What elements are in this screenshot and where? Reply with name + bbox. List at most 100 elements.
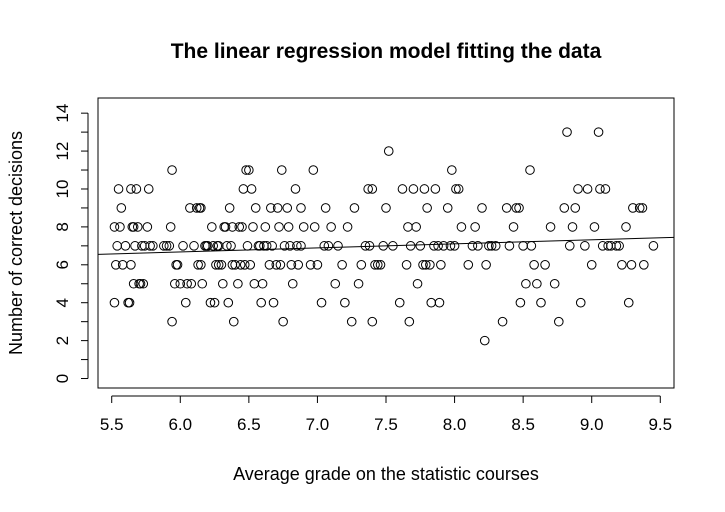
data-point [238, 184, 249, 194]
data-point [381, 203, 391, 213]
data-point [131, 184, 142, 194]
x-tick-label: 9.0 [580, 415, 604, 434]
data-point [113, 184, 124, 194]
data-point [220, 222, 231, 232]
data-point [456, 222, 467, 232]
data-point [405, 241, 416, 251]
data-point [554, 316, 564, 327]
regression-line [97, 236, 675, 255]
y-tick-label: 0 [53, 374, 72, 383]
y-tick-label: 10 [53, 180, 72, 199]
data-point [449, 241, 460, 251]
x-tick-label: 5.5 [100, 415, 124, 434]
data-point [526, 241, 537, 251]
data-point [242, 241, 253, 251]
data-point [521, 278, 531, 289]
data-point [420, 259, 431, 270]
data-point [248, 222, 258, 232]
data-point [235, 259, 246, 270]
data-point [130, 241, 140, 251]
data-point [116, 203, 127, 213]
data-point [564, 241, 575, 251]
data-point [209, 297, 220, 308]
data-point [589, 222, 600, 232]
data-point [540, 259, 550, 270]
data-point [370, 259, 380, 270]
data-point [285, 241, 295, 251]
data-point [296, 203, 306, 213]
data-point [525, 165, 535, 175]
x-axis: 5.5 6.0 6.5 7.0 7.5 8.0 8.5 9.0 9.5 [100, 395, 672, 434]
data-point [185, 203, 195, 213]
data-point [182, 278, 192, 289]
data-point [196, 259, 206, 270]
data-point [292, 241, 302, 251]
data-point [330, 278, 341, 289]
data-point [191, 203, 202, 213]
data-point [250, 203, 261, 213]
data-point [582, 184, 593, 194]
y-axis: 0 2 4 6 8 10 12 14 [53, 104, 89, 383]
data-point [567, 222, 578, 232]
data-point [430, 184, 441, 194]
data-point [202, 241, 213, 251]
data-point [189, 241, 199, 251]
data-point [501, 203, 512, 213]
data-point [479, 335, 490, 346]
data-point [514, 203, 524, 213]
data-point [264, 259, 275, 270]
data-point [111, 259, 121, 270]
data-point [536, 297, 546, 308]
data-point [342, 222, 353, 232]
data-point [349, 203, 360, 213]
data-point [246, 184, 257, 194]
data-point [124, 297, 135, 308]
data-point [233, 278, 243, 289]
data-point [447, 165, 457, 175]
data-point [193, 259, 203, 270]
data-point [356, 259, 367, 270]
data-point [239, 259, 250, 270]
data-point [112, 241, 122, 251]
data-point [109, 222, 120, 232]
data-point [308, 165, 319, 175]
data-point [403, 222, 413, 232]
data-point [305, 259, 316, 270]
data-point [445, 241, 456, 251]
data-point [511, 203, 522, 213]
data-point [490, 241, 501, 251]
data-point [433, 241, 443, 251]
data-point [319, 241, 330, 251]
data-point [463, 259, 474, 270]
data-point [208, 241, 218, 251]
data-point [617, 259, 627, 270]
data-point [436, 259, 446, 270]
data-point [429, 241, 439, 251]
data-point [196, 203, 206, 213]
data-point [249, 278, 260, 289]
data-point [467, 241, 478, 251]
y-tick-label: 8 [53, 222, 72, 231]
data-point [562, 127, 572, 137]
data-point [438, 241, 449, 251]
data-point [575, 297, 586, 308]
data-point [353, 278, 364, 289]
data-point [484, 241, 494, 251]
data-point [312, 259, 323, 270]
data-point [290, 184, 301, 194]
data-point [426, 297, 437, 308]
data-point [363, 184, 373, 194]
x-axis-label: Average grade on the statistic courses [233, 464, 539, 484]
data-point [143, 184, 154, 194]
data-point [278, 316, 288, 327]
data-point [260, 222, 271, 232]
data-point [276, 165, 287, 175]
data-point [261, 241, 272, 251]
data-point [477, 203, 487, 213]
data-point [128, 222, 139, 232]
data-point [126, 259, 136, 270]
data-point [178, 241, 188, 251]
data-point [453, 184, 464, 194]
data-point [595, 184, 605, 194]
data-point [165, 222, 176, 232]
